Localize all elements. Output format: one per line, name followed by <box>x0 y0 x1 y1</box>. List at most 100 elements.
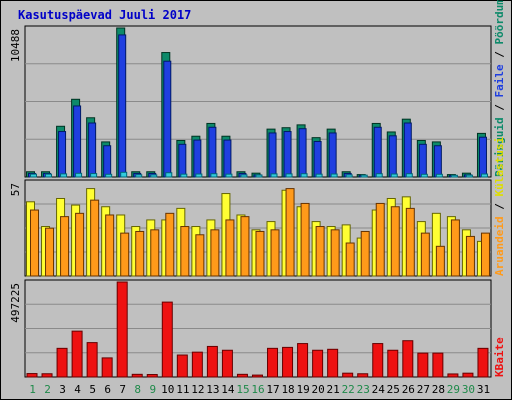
bar-sites <box>480 232 490 277</box>
bar-kbytes <box>312 349 324 378</box>
bar-pages <box>465 174 473 178</box>
bar-files <box>478 136 487 178</box>
bar-sites <box>90 199 100 277</box>
bar-sites <box>60 216 70 277</box>
panel-middle: 57 Aruandeid / Külastusi <box>9 137 506 277</box>
x-tick-label: 1 <box>29 383 36 396</box>
bar-kbytes <box>462 372 474 378</box>
x-axis-labels: 1 2 3 4 5 6 7 8 9 10 11 12 13 14 15 16 17 18 19 20 21 22 23 24 2… <box>29 383 490 396</box>
bar-pages <box>300 173 308 178</box>
x-tick-label: 21 <box>327 383 340 396</box>
bar-kbytes <box>267 347 279 378</box>
panel-bottom: 497225 KBaite <box>9 279 506 378</box>
x-tick-label: 23 <box>357 383 370 396</box>
bar-pages <box>30 173 37 178</box>
x-tick-label: 16 <box>251 383 264 396</box>
bar-files <box>283 131 292 178</box>
legend-entry: Faile <box>493 64 506 97</box>
bar-files <box>208 126 217 178</box>
bar-kbytes <box>342 372 354 378</box>
bar-kbytes <box>206 345 218 378</box>
bar-sites <box>390 206 400 277</box>
bar-pages <box>255 174 263 178</box>
x-tick-label: 5 <box>89 383 96 396</box>
bar-pages <box>150 174 158 178</box>
x-tick-label: 8 <box>134 383 141 396</box>
bar-files <box>433 145 442 178</box>
bar-kbytes <box>116 281 128 378</box>
bar-kbytes <box>477 347 489 378</box>
bar-sites <box>120 232 130 277</box>
bar-kbytes <box>402 340 414 378</box>
bar-pages <box>405 173 413 178</box>
panel-middle-bars <box>26 188 490 277</box>
panel-top-max-label: 10488 <box>9 29 22 62</box>
bar-files <box>178 143 187 178</box>
bar-files <box>103 145 112 178</box>
bar-kbytes <box>282 346 294 378</box>
bar-pages <box>315 173 323 178</box>
bar-pages <box>375 173 383 178</box>
x-tick-label: 2 <box>44 383 51 396</box>
bar-sites <box>450 219 460 277</box>
bar-sites <box>420 232 430 277</box>
panel-middle-max-label: 57 <box>9 183 22 196</box>
x-tick-label: 15 <box>236 383 249 396</box>
bar-sites <box>405 207 415 277</box>
bar-sites <box>285 188 295 277</box>
bar-sites <box>240 216 250 277</box>
bar-pages <box>285 173 293 178</box>
bar-files <box>403 122 412 178</box>
bar-sites <box>45 227 55 277</box>
bar-files <box>73 105 82 178</box>
x-tick-label: 10 <box>161 383 174 396</box>
bar-sites <box>30 209 39 277</box>
x-tick-label: 4 <box>74 383 81 396</box>
bar-kbytes <box>327 348 339 378</box>
bar-sites <box>255 230 265 277</box>
bar-kbytes <box>357 373 369 378</box>
panel-bottom-bars <box>26 281 489 378</box>
legend-entry: / <box>493 45 506 65</box>
bar-pages <box>435 173 443 178</box>
bar-pages <box>390 173 398 178</box>
bar-sites <box>300 202 310 277</box>
bar-files <box>328 132 337 178</box>
bar-files <box>193 139 202 178</box>
bar-pages <box>165 172 173 178</box>
bar-kbytes <box>297 343 309 378</box>
bar-kbytes <box>191 351 203 378</box>
bar-pages <box>180 173 188 178</box>
x-tick-label: 30 <box>462 383 475 396</box>
bar-sites <box>315 226 325 277</box>
x-tick-label: 13 <box>206 383 219 396</box>
bar-sites <box>360 230 370 277</box>
bar-kbytes <box>447 373 459 378</box>
legend-entry: KBaite <box>493 337 506 377</box>
bar-files <box>388 135 397 178</box>
bar-kbytes <box>221 349 233 378</box>
x-tick-label: 20 <box>312 383 325 396</box>
bar-sites <box>210 229 220 277</box>
bar-pages <box>225 173 233 178</box>
bar-files <box>298 128 307 178</box>
bar-kbytes <box>251 374 263 378</box>
bar-kbytes <box>417 352 429 378</box>
bar-pages <box>270 173 278 178</box>
panel-top-bars <box>26 27 488 178</box>
bar-sites <box>180 226 190 277</box>
x-tick-label: 11 <box>176 383 189 396</box>
x-tick-label: 3 <box>59 383 66 396</box>
x-tick-label: 27 <box>417 383 430 396</box>
bar-pages <box>420 173 428 178</box>
legend-entry: Külastusi <box>493 137 506 197</box>
panel-bottom-max-label: 497225 <box>9 283 22 323</box>
x-tick-label: 7 <box>119 383 126 396</box>
bar-files <box>313 140 322 178</box>
x-tick-label: 24 <box>372 383 386 396</box>
bar-pages <box>45 173 53 178</box>
bar-kbytes <box>101 357 113 378</box>
bar-sites <box>375 202 385 277</box>
legend-entry: / <box>493 197 506 217</box>
